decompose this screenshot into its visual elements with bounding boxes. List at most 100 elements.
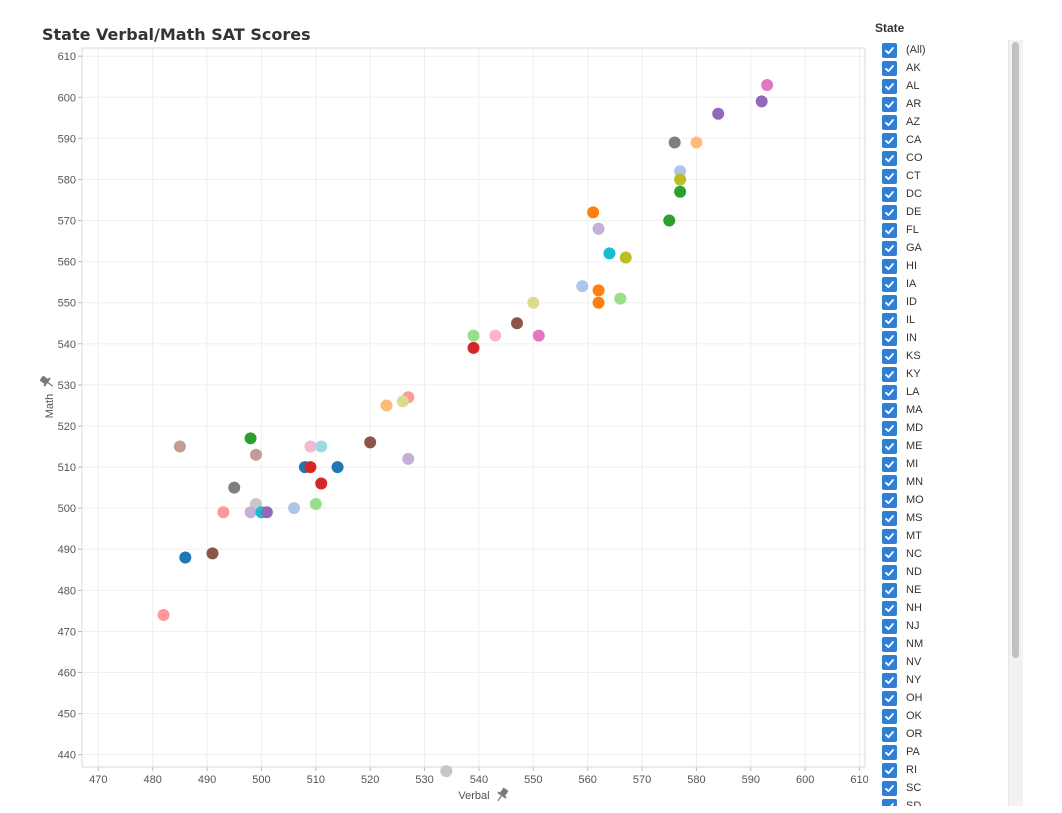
checkbox-checked-icon[interactable] — [882, 618, 897, 634]
checkbox-checked-icon[interactable] — [882, 762, 897, 778]
pin-icon[interactable] — [38, 374, 55, 390]
checkbox-checked-icon[interactable] — [882, 222, 897, 238]
checkbox-checked-icon[interactable] — [882, 564, 897, 580]
state-filter-item[interactable]: GA — [882, 239, 926, 257]
checkbox-checked-icon[interactable] — [882, 150, 897, 166]
checkbox-checked-icon[interactable] — [882, 42, 897, 58]
data-point[interactable] — [592, 284, 605, 297]
checkbox-checked-icon[interactable] — [882, 366, 897, 382]
state-filter-item[interactable]: IA — [882, 275, 926, 293]
checkbox-checked-icon[interactable] — [882, 690, 897, 706]
state-filter-item[interactable]: FL — [882, 221, 926, 239]
state-filter-item[interactable]: RI — [882, 761, 926, 779]
checkbox-checked-icon[interactable] — [882, 240, 897, 256]
data-point[interactable] — [761, 78, 774, 91]
data-point[interactable] — [511, 317, 523, 330]
checkbox-checked-icon[interactable] — [882, 672, 897, 688]
checkbox-checked-icon[interactable] — [882, 186, 897, 202]
data-point[interactable] — [603, 247, 616, 260]
checkbox-checked-icon[interactable] — [882, 330, 897, 346]
state-filter-item[interactable]: MN — [882, 473, 926, 491]
state-filter-item[interactable]: ID — [882, 293, 926, 311]
state-filter-item[interactable]: NC — [882, 545, 926, 563]
state-filter-item[interactable]: OR — [882, 725, 926, 743]
checkbox-checked-icon[interactable] — [882, 168, 897, 184]
checkbox-checked-icon[interactable] — [882, 546, 897, 562]
data-point[interactable] — [217, 506, 230, 519]
checkbox-checked-icon[interactable] — [882, 528, 897, 544]
data-point[interactable] — [674, 173, 687, 186]
state-filter-item[interactable]: AZ — [882, 113, 926, 131]
data-point[interactable] — [331, 461, 344, 474]
data-point[interactable] — [576, 280, 589, 293]
data-point[interactable] — [288, 502, 301, 515]
state-filter-item[interactable]: MS — [882, 509, 926, 527]
checkbox-checked-icon[interactable] — [882, 582, 897, 598]
state-filter-item[interactable]: NJ — [882, 617, 926, 635]
data-point[interactable] — [712, 107, 725, 120]
state-filter-item[interactable]: NH — [882, 599, 926, 617]
data-point[interactable] — [179, 551, 192, 564]
state-filter-item[interactable]: LA — [882, 383, 926, 401]
checkbox-checked-icon[interactable] — [882, 600, 897, 616]
checkbox-checked-icon[interactable] — [882, 798, 897, 806]
data-point[interactable] — [663, 214, 676, 227]
data-point[interactable] — [380, 399, 393, 412]
state-filter-item[interactable]: IL — [882, 311, 926, 329]
scrollbar-thumb[interactable] — [1012, 42, 1019, 658]
checkbox-checked-icon[interactable] — [882, 114, 897, 130]
state-filter-item[interactable]: CO — [882, 149, 926, 167]
state-filter-item[interactable]: ND — [882, 563, 926, 581]
data-point[interactable] — [206, 547, 219, 560]
state-filter-item[interactable]: DE — [882, 203, 926, 221]
checkbox-checked-icon[interactable] — [882, 420, 897, 436]
checkbox-checked-icon[interactable] — [882, 510, 897, 526]
checkbox-checked-icon[interactable] — [882, 744, 897, 760]
state-filter-item[interactable]: AK — [882, 59, 926, 77]
data-point[interactable] — [592, 222, 605, 235]
state-filter-item[interactable]: MO — [882, 491, 926, 509]
state-filter-item[interactable]: MT — [882, 527, 926, 545]
state-filter-item[interactable]: NY — [882, 671, 926, 689]
checkbox-checked-icon[interactable] — [882, 780, 897, 796]
data-point[interactable] — [527, 296, 540, 309]
data-point[interactable] — [614, 292, 627, 305]
pin-icon[interactable] — [494, 786, 510, 803]
checkbox-checked-icon[interactable] — [882, 474, 897, 490]
data-point[interactable] — [592, 296, 605, 309]
state-filter-item[interactable]: KY — [882, 365, 926, 383]
data-point[interactable] — [396, 395, 409, 408]
data-point[interactable] — [228, 481, 241, 494]
data-point[interactable] — [244, 506, 257, 519]
data-point[interactable] — [440, 765, 453, 778]
checkbox-checked-icon[interactable] — [882, 492, 897, 508]
state-filter-item[interactable]: CA — [882, 131, 926, 149]
state-filter-item[interactable]: SD — [882, 797, 926, 806]
data-point[interactable] — [250, 448, 262, 461]
checkbox-checked-icon[interactable] — [882, 708, 897, 724]
checkbox-checked-icon[interactable] — [882, 294, 897, 310]
state-filter-item[interactable]: AL — [882, 77, 926, 95]
checkbox-checked-icon[interactable] — [882, 348, 897, 364]
checkbox-checked-icon[interactable] — [882, 258, 897, 274]
checkbox-checked-icon[interactable] — [882, 276, 897, 292]
state-filter-item[interactable]: OK — [882, 707, 926, 725]
data-point[interactable] — [668, 136, 681, 149]
state-filter-item[interactable]: MA — [882, 401, 926, 419]
state-filter-item[interactable]: IN — [882, 329, 926, 347]
state-filter-item[interactable]: OH — [882, 689, 926, 707]
state-filter-item[interactable]: AR — [882, 95, 926, 113]
data-point[interactable] — [173, 440, 186, 453]
data-point[interactable] — [755, 95, 768, 108]
state-filter-item[interactable]: MI — [882, 455, 926, 473]
checkbox-checked-icon[interactable] — [882, 402, 897, 418]
data-point[interactable] — [674, 185, 687, 198]
checkbox-checked-icon[interactable] — [882, 312, 897, 328]
checkbox-checked-icon[interactable] — [882, 204, 897, 220]
state-filter-item[interactable]: NM — [882, 635, 926, 653]
checkbox-checked-icon[interactable] — [882, 384, 897, 400]
data-point[interactable] — [467, 341, 480, 354]
state-filter-item[interactable]: MD — [882, 419, 926, 437]
data-point[interactable] — [587, 206, 600, 219]
state-filter-item[interactable]: (All) — [882, 41, 926, 59]
